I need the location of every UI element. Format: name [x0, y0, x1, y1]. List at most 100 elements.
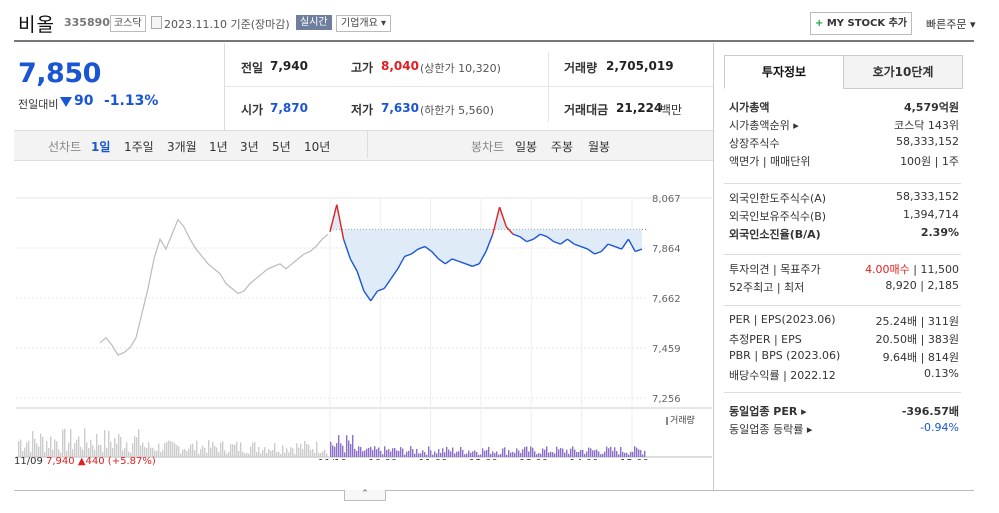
period-bar: [14, 130, 713, 161]
volume-bar: [538, 453, 540, 457]
series-segment-today: [560, 238, 568, 245]
period-1year[interactable]: 1년: [209, 140, 228, 154]
price-chart[interactable]: 8,067 7,864 7,662 7,459 7,256 11/10 10:00 11:0…: [14, 160, 713, 460]
volume-bar: [534, 451, 536, 457]
volume-bar: [180, 453, 182, 457]
volume-bar: [134, 436, 136, 457]
volume-bar: [342, 445, 344, 457]
series-segment-today: [540, 233, 548, 238]
info-row: 액면가 | 매매단위 100원 | 1주: [729, 153, 959, 171]
info-row: 상장주식수 58,333,152: [729, 135, 959, 153]
volume-bar: [146, 447, 148, 457]
info-value: 58,333,152: [896, 190, 959, 203]
volume-bar: [116, 443, 118, 457]
period-10year[interactable]: 10년: [304, 140, 331, 154]
info-key: 외국인소진율(B/A): [729, 228, 821, 241]
volume-bar: [372, 450, 374, 457]
company-overview-button[interactable]: 기업개요 ▾: [336, 15, 391, 32]
info-value: 100원 | 1주: [900, 155, 959, 168]
period-3year[interactable]: 3년: [240, 140, 259, 154]
bottom-divider: [14, 490, 974, 491]
volume-bar: [300, 443, 302, 457]
volume-bar: [376, 449, 378, 457]
open-value: 7,870: [270, 101, 308, 115]
period-3month[interactable]: 3개월: [167, 140, 197, 154]
volume-bar: [184, 448, 186, 457]
divider: [224, 86, 713, 87]
volume-bar: [258, 447, 260, 457]
volume-bar: [78, 436, 80, 457]
volume-bar: [174, 443, 176, 457]
volume-bar: [186, 450, 188, 457]
volume-bar: [90, 439, 92, 457]
info-value: 2.39%: [920, 226, 959, 239]
candle-monthly[interactable]: 월봉: [588, 140, 611, 154]
volume-bar: [230, 444, 232, 457]
info-row: 배당수익률 | 2022.12 0.13%: [729, 367, 959, 385]
volume-bar: [422, 450, 424, 457]
volume-bar: [432, 454, 434, 457]
volume-bar: [202, 445, 204, 457]
collapse-chevron-up-icon[interactable]: ⌃: [344, 490, 386, 501]
series-segment-today: [634, 248, 643, 253]
series-segment-today: [390, 268, 399, 280]
volume-bar: [26, 442, 28, 457]
volume-bar: [482, 448, 484, 457]
volume-bar: [144, 447, 146, 457]
realtime-button[interactable]: 실시간: [296, 15, 332, 30]
period-5year[interactable]: 5년: [272, 140, 291, 154]
x-tick-label: 11/10: [318, 458, 347, 460]
quick-order-button[interactable]: 빠른주문 ▾: [926, 18, 976, 31]
volume-bar: [574, 449, 576, 457]
info-value: 58,333,152: [896, 135, 959, 148]
volume-bar: [68, 442, 70, 457]
series-segment-today: [404, 253, 412, 258]
info-value: 1,394,714: [903, 208, 959, 221]
volume-bar: [266, 453, 268, 457]
volume-bar: [332, 445, 334, 457]
candle-weekly[interactable]: 주봉: [551, 140, 574, 154]
volume-bar: [148, 442, 150, 457]
volume-bar: [496, 451, 498, 457]
volume-bar: [484, 450, 486, 457]
volume-bar: [628, 454, 630, 457]
series-segment-today: [614, 245, 622, 250]
volume-bar: [360, 447, 362, 457]
candle-daily[interactable]: 일봉: [515, 140, 538, 154]
series-segment-today: [431, 251, 440, 260]
volume-bar: [364, 450, 366, 457]
volume-bar: [508, 450, 510, 457]
period-1day[interactable]: 1일: [91, 140, 111, 154]
change-label: 전일대비: [18, 98, 59, 111]
volume-bar: [570, 448, 572, 457]
volume-bar: [126, 442, 128, 457]
volume-bar: [72, 449, 74, 457]
x-tick-label: 15:00: [620, 458, 649, 460]
panel-separator: [724, 254, 961, 255]
volume-bar: [70, 429, 72, 457]
tab-investment-info[interactable]: 투자정보: [724, 55, 844, 89]
stock-code: 335890: [64, 16, 110, 29]
add-mystock-button[interactable]: + MY STOCK 추가: [810, 12, 912, 35]
info-key: PER | EPS(2023.06): [729, 313, 836, 326]
volume-bar: [108, 431, 110, 457]
volume-bar: [546, 446, 548, 457]
volume-bar: [250, 446, 252, 457]
volume-bar: [394, 447, 396, 457]
low-value: 7,630: [381, 101, 419, 115]
volume-bar: [596, 449, 598, 457]
volume-bar: [162, 450, 164, 457]
volume-bar: [246, 452, 248, 457]
tab-orderbook[interactable]: 호가10단계: [843, 55, 963, 89]
high-label: 고가: [351, 61, 374, 75]
series-segment-today: [410, 248, 419, 255]
volume-bar: [402, 448, 404, 457]
period-1week[interactable]: 1주일: [124, 140, 154, 154]
info-key: 시가총액순위 ▸: [729, 119, 799, 132]
volume-bars: [18, 428, 646, 457]
volume-bar: [282, 445, 284, 457]
volume-bar: [518, 450, 520, 457]
volume-bar: [514, 452, 516, 457]
volume-bar: [208, 440, 210, 457]
volume-bar: [552, 452, 554, 457]
